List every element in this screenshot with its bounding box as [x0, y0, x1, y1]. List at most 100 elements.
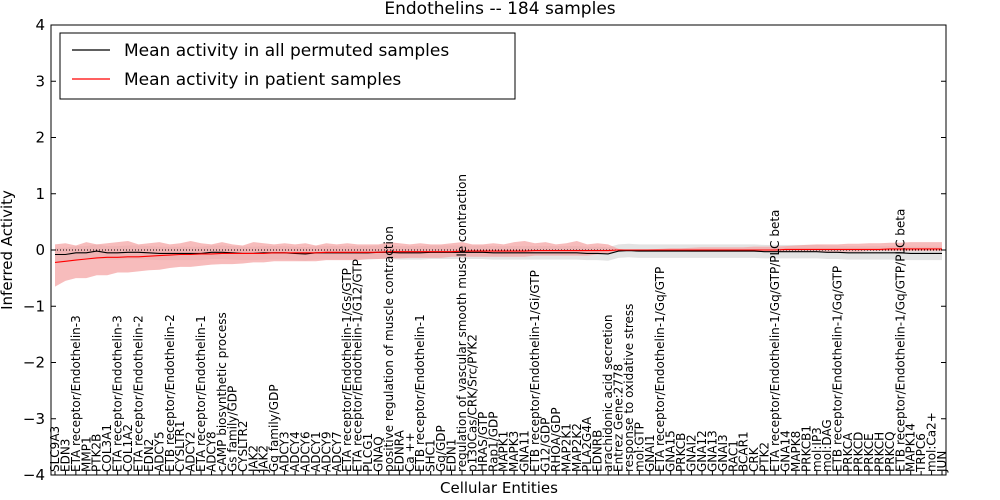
x-tick-label: GNA12: [695, 430, 709, 472]
x-tick-label: MAPK3: [507, 431, 521, 472]
x-tick-label: COL3A1: [100, 424, 114, 472]
x-tick-label: G12/GDP: [539, 418, 553, 472]
x-tick-label: mol:Ca2+: [925, 412, 939, 472]
x-tick-label: ETA receptor/Endothelin-1: [194, 315, 208, 472]
x-tick-label: ETA receptor/Endothelin-1/G12/GTP: [351, 259, 365, 472]
x-tick-label: BCAR1: [737, 431, 751, 472]
y-tick-label: −3: [23, 410, 45, 428]
x-tick-label: ADCY1: [309, 431, 323, 472]
x-tick-label: PTK2: [758, 442, 772, 472]
x-tick-label: CYSLTR2: [236, 421, 250, 472]
x-tick-label: SLC9A3: [48, 426, 62, 472]
y-tick-label: −4: [23, 466, 45, 484]
x-tick-label: PLA2G4A: [580, 416, 594, 472]
x-tick-label: arachidonic acid secretion: [601, 315, 615, 472]
x-tick-label: GNA13: [705, 430, 719, 472]
legend: Mean activity in all permuted samples Mea…: [59, 32, 516, 100]
x-tick-label: ETA receptor/Endothelin-3: [111, 315, 125, 472]
x-tick-label: MAPK1: [497, 431, 511, 472]
x-tick-label: ETA receptor/Endothelin-2: [132, 315, 146, 472]
x-tick-label: PRKCQ: [883, 431, 897, 472]
x-tick-label: PRKCB1: [799, 425, 813, 472]
y-tick-label: 1: [35, 185, 45, 203]
series-0-line: [55, 250, 942, 256]
x-tick-label: TRPC6: [914, 433, 928, 473]
x-tick-label: GNA14: [779, 430, 793, 472]
x-tick-label: CRK: [747, 446, 761, 472]
x-tick-label: GNAI3: [716, 434, 730, 472]
x-tick-label: EDNRB: [591, 430, 605, 472]
x-tick-label: response to oxidative stress: [622, 304, 636, 472]
legend-label-0: Mean activity in all permuted samples: [124, 41, 449, 61]
x-tick-label: ADCY2: [184, 431, 198, 472]
x-tick-label: GNAQ: [372, 436, 386, 472]
x-tick-label: PRKCA: [841, 432, 855, 472]
x-tick-label: ADCY7: [330, 431, 344, 472]
x-tick-label: JAK2: [257, 445, 271, 473]
series-1-line: [54, 248, 942, 263]
x-tick-label: mol:IP3: [810, 427, 824, 472]
y-axis-label: Inferred Activity: [0, 190, 16, 310]
y-tick-label: −2: [23, 354, 45, 372]
x-tick-label: p130Cas/CRK/Src/PYK2: [465, 334, 479, 472]
x-tick-label: regulation of vascular smooth muscle con…: [455, 174, 469, 472]
x-tick-label: PTK2B: [90, 434, 104, 472]
x-tick-label: ETA receptor/Endothelin-1/Gs/GTP: [340, 268, 354, 472]
x-tick-label: ETB receptor/Endothelin-1: [413, 314, 427, 472]
x-tick-label: positive regulation of muscle contractio…: [382, 226, 396, 472]
x-tick-label: PRKCE: [862, 433, 876, 472]
x-tick-label: GNAI2: [685, 434, 699, 472]
x-tick-label: Rap1/GDP: [486, 412, 500, 473]
x-tick-label: mol:DAG: [820, 419, 834, 472]
x-tick-label: ETB receptor/Endothelin-1/Gq/GTP/PLC bet…: [893, 209, 907, 472]
y-tick-label: 4: [35, 16, 45, 34]
x-tick-label: MAP2K1: [559, 423, 573, 472]
x-tick-label: GNAI1: [643, 434, 657, 472]
x-tick-label: RAC1: [726, 440, 740, 472]
x-tick-label: Gq family/GDP: [267, 384, 281, 472]
x-tick-label: Gs family/GDP: [225, 386, 239, 472]
x-tick-label: cAMP biosynthetic process: [215, 312, 229, 472]
x-tick-label: MAP2K2: [570, 423, 584, 472]
x-tick-label: ETB receptor/Endothelin-2: [163, 314, 177, 472]
x-tick-label: RHOA/GDP: [549, 407, 563, 472]
x-tick-label: ADCY5: [152, 431, 166, 472]
x-tick-label: PRKCB: [674, 433, 688, 472]
y-tick-label: 2: [35, 129, 45, 147]
x-tick-label: ETA receptor/Endothelin-1/Gq/GTP/PLC bet…: [768, 210, 782, 472]
x-tick-label: HRAS/GTP: [476, 412, 490, 472]
x-tick-label: ADCY4: [288, 431, 302, 472]
x-tick-label: Entrez Gene:2778: [612, 364, 626, 472]
x-tick-label: CYSLTR1: [173, 421, 187, 472]
series-1-band: [55, 241, 942, 287]
x-tick-label: SHC1: [424, 439, 438, 472]
y-tick-label: 3: [35, 72, 45, 90]
x-tick-label: PRKCD: [852, 432, 866, 472]
legend-box: [59, 32, 516, 100]
x-tick-label: EDN3: [58, 439, 72, 472]
x-tick-label: ADCY8: [205, 431, 219, 472]
x-tick-label: GNA11: [518, 430, 532, 472]
x-axis-label: Cellular Entities: [440, 479, 558, 497]
chart-title: Endothelins -- 184 samples: [384, 0, 615, 19]
x-tick-label: JUN: [935, 451, 949, 473]
x-tick-label: ETA receptor/Endothelin-1/Gq/GTP: [653, 267, 667, 472]
x-tick-label: PLCG1: [361, 433, 375, 472]
x-tick-label: PRKCH: [872, 432, 886, 472]
x-tick-label: ETB receptor/Endothelin-1/Gq/GTP: [831, 266, 845, 472]
x-tick-label: ADCY9: [319, 431, 333, 472]
x-tick-label: ADCY6: [298, 431, 312, 472]
x-tick-label: COL1A2: [121, 424, 135, 472]
y-tick-label: −1: [23, 297, 45, 315]
x-tick-label: JAK2: [246, 445, 260, 473]
x-tick-label: Gq/GDP: [434, 425, 448, 472]
x-tick-label: MAPK14: [904, 423, 918, 472]
y-tick-label: 0: [35, 241, 45, 259]
x-tick-label: EDN1: [445, 439, 459, 472]
legend-label-1: Mean activity in patient samples: [124, 70, 401, 90]
x-tick-label: mol:GTP: [632, 422, 646, 472]
x-tick-label: GNA15: [664, 430, 678, 472]
x-tick-label: ETA receptor/Endothelin-3: [69, 315, 83, 472]
